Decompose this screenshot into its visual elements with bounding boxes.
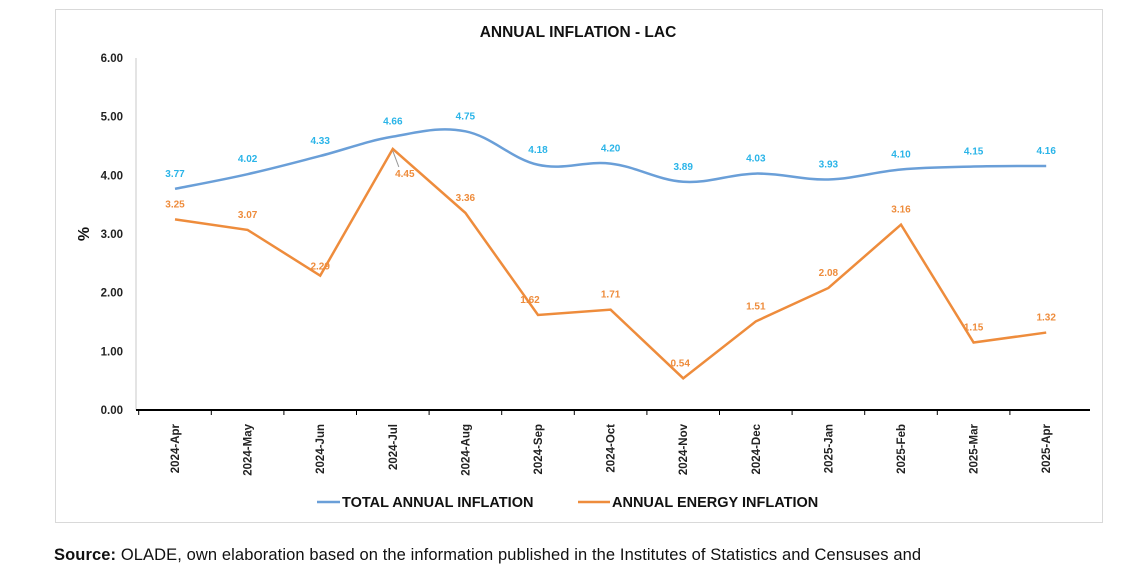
y-tick-label: 0.00 bbox=[101, 405, 123, 417]
data-label-energy: 1.62 bbox=[520, 295, 540, 306]
y-tick-label: 1.00 bbox=[101, 346, 123, 358]
data-label-energy: 2.29 bbox=[310, 262, 330, 273]
data-label-total: 4.33 bbox=[310, 136, 330, 147]
data-label-energy: 1.32 bbox=[1036, 313, 1056, 324]
data-label-energy: 3.36 bbox=[456, 193, 476, 204]
y-tick-label: 5.00 bbox=[101, 112, 123, 124]
data-label-total: 3.93 bbox=[819, 159, 839, 170]
x-tick-label: 2025-Mar bbox=[969, 423, 981, 473]
y-tick-label: 6.00 bbox=[101, 53, 123, 65]
source-text: OLADE, own elaboration based on the info… bbox=[120, 546, 922, 564]
data-label-total: 4.18 bbox=[528, 145, 548, 156]
y-axis-label: % bbox=[76, 227, 93, 241]
x-tick-label: 2024-Nov bbox=[678, 423, 690, 475]
data-label-total: 4.15 bbox=[964, 147, 984, 158]
x-tick-label: 2025-Feb bbox=[896, 424, 908, 474]
data-label-energy: 1.71 bbox=[601, 290, 621, 301]
x-tick-label: 2024-Dec bbox=[751, 423, 763, 474]
data-label-total: 4.10 bbox=[891, 149, 911, 160]
data-label-total: 4.02 bbox=[238, 154, 258, 165]
x-tick-label: 2024-Jul bbox=[388, 424, 400, 470]
line-chart: ANNUAL INFLATION - LAC% 0.00 1.00 2.00 3.00 4… bbox=[76, 24, 1090, 511]
data-label-energy: 3.16 bbox=[891, 205, 911, 216]
data-label-energy: 3.25 bbox=[165, 199, 185, 210]
data-label-total: 3.77 bbox=[165, 169, 185, 180]
x-tick-label: 2024-May bbox=[243, 423, 255, 475]
data-label-energy: 0.54 bbox=[670, 358, 690, 369]
series-line-energy-inflation bbox=[174, 146, 1047, 380]
data-label-energy: 3.07 bbox=[238, 210, 258, 221]
legend-label-total: TOTAL ANNUAL INFLATION bbox=[342, 495, 533, 511]
x-tick-label: 2024-Oct bbox=[606, 424, 618, 473]
data-label-total: 4.66 bbox=[383, 117, 403, 128]
x-tick-label: 2024-Jun bbox=[315, 424, 327, 474]
source-label: Source: bbox=[54, 546, 117, 564]
data-label-leader bbox=[392, 150, 400, 168]
data-label-total: 4.20 bbox=[601, 144, 621, 155]
data-label-total: 4.16 bbox=[1036, 146, 1056, 157]
data-label-energy: 2.08 bbox=[819, 268, 839, 279]
x-tick-label: 2024-Apr bbox=[170, 423, 182, 473]
data-label-total: 4.03 bbox=[746, 154, 766, 165]
data-label-energy: 1.51 bbox=[746, 301, 766, 312]
y-tick-label: 3.00 bbox=[101, 229, 123, 241]
y-tick-label: 2.00 bbox=[101, 288, 123, 300]
legend-label-energy: ANNUAL ENERGY INFLATION bbox=[612, 495, 818, 511]
data-label-total: 3.89 bbox=[673, 162, 693, 173]
data-label-total: 4.75 bbox=[456, 111, 476, 122]
chart-frame bbox=[55, 9, 1103, 523]
chart-title: ANNUAL INFLATION - LAC bbox=[480, 24, 677, 41]
y-tick-label: 4.00 bbox=[101, 170, 123, 182]
source-note: Source: OLADE, own elaboration based on … bbox=[54, 546, 921, 565]
data-label-energy: 1.15 bbox=[964, 323, 984, 334]
series-line-total-inflation bbox=[174, 128, 1047, 191]
x-tick-label: 2024-Aug bbox=[460, 424, 472, 476]
x-tick-label: 2025-Apr bbox=[1041, 423, 1053, 473]
x-tick-label: 2024-Sep bbox=[533, 424, 545, 475]
x-tick-label: 2025-Jan bbox=[823, 424, 835, 473]
data-label-energy: 4.45 bbox=[395, 169, 415, 180]
